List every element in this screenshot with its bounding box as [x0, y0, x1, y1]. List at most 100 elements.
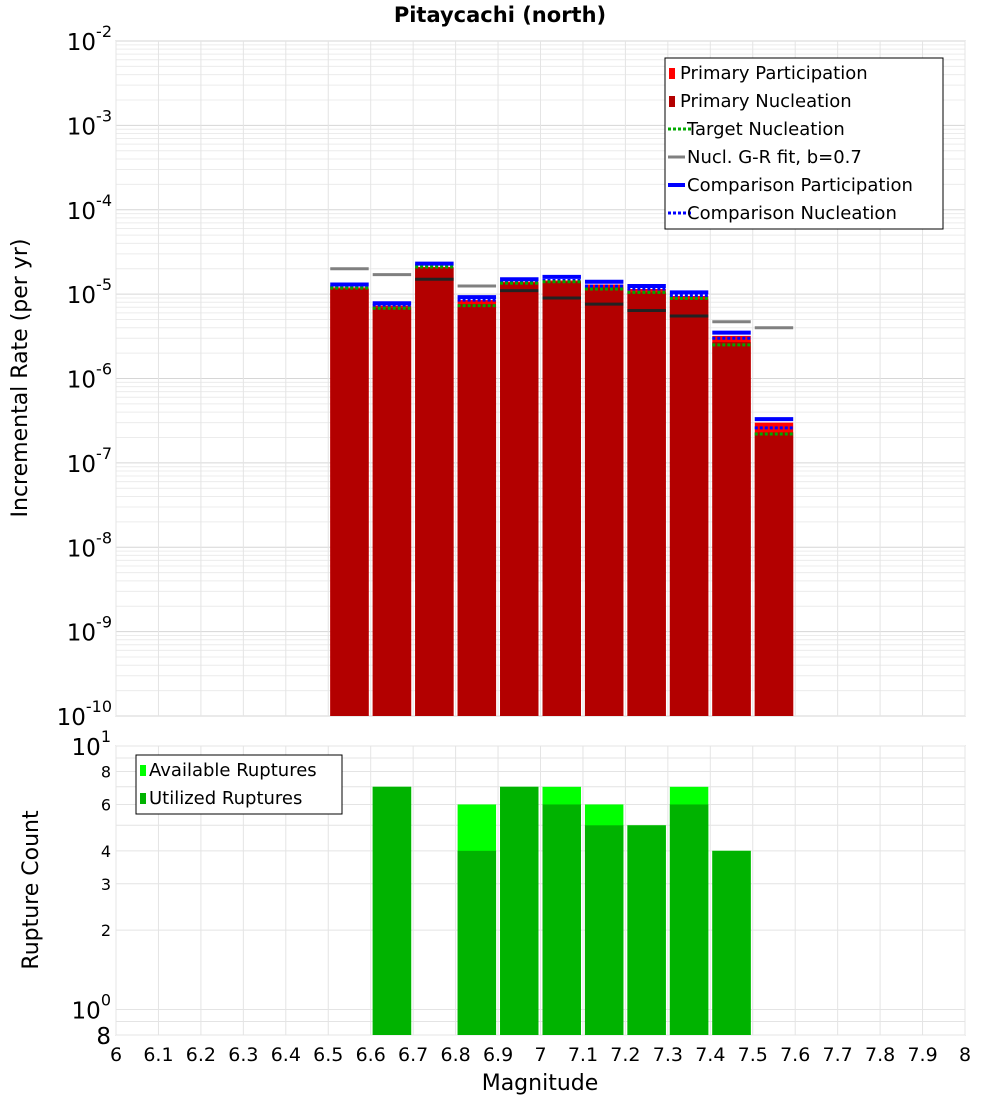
x-tick-label: 6.2 — [186, 1044, 216, 1066]
tick-exponent: -7 — [96, 444, 112, 463]
x-tick-label: 7.6 — [780, 1044, 810, 1066]
x-tick-label: 8 — [959, 1044, 971, 1066]
legend-label-comparison-participation: Comparison Participation — [687, 175, 913, 196]
bottom-y-tick-label: 100 — [72, 990, 111, 1024]
tick-exponent: -5 — [96, 275, 112, 294]
legend-label-comparison-nucleation: Comparison Nucleation — [687, 203, 897, 224]
top-y-tick-label: 10-7 — [67, 444, 112, 478]
primary-nucleation-bar — [457, 304, 497, 716]
tick-exponent: 0 — [101, 990, 111, 1009]
legend-swatch-primary-nucleation — [669, 96, 675, 107]
bottom-legend: Available Ruptures Utilized Ruptures — [135, 754, 343, 815]
top-y-tick-label: 10-2 — [67, 22, 112, 56]
bottom-y-tick-label: 3 — [101, 875, 111, 894]
tick-base: 10 — [67, 114, 96, 140]
tick-base: 4 — [101, 842, 111, 861]
x-tick-label: 7.2 — [610, 1044, 640, 1066]
x-tick-label: 6.3 — [228, 1044, 258, 1066]
legend-label-utilized-ruptures: Utilized Ruptures — [149, 788, 302, 809]
utilized-ruptures-bar — [500, 786, 539, 1035]
utilized-ruptures-bar — [542, 804, 581, 1035]
bottom-y-tick-label: 6 — [101, 795, 111, 814]
x-tick-label: 7.7 — [823, 1044, 853, 1066]
legend-label-primary-nucleation: Primary Nucleation — [680, 91, 852, 112]
bottom-y-axis-label: Rupture Count — [19, 810, 44, 970]
tick-base: 2 — [101, 921, 111, 940]
tick-exponent: -10 — [86, 697, 112, 716]
x-tick-label: 7.3 — [653, 1044, 683, 1066]
primary-nucleation-bar — [754, 432, 794, 716]
utilized-ruptures-bar — [372, 786, 412, 1035]
legend-label-primary-participation: Primary Participation — [680, 63, 868, 84]
tick-base: 10 — [67, 283, 96, 309]
x-tick-label: 7.9 — [907, 1044, 937, 1066]
top-y-tick-label: 10-9 — [67, 613, 112, 647]
bottom-y-tick-label: 101 — [72, 727, 111, 761]
tick-exponent: -2 — [96, 22, 112, 41]
bottom-bars — [372, 786, 751, 1035]
tick-base: 10 — [67, 30, 96, 56]
utilized-ruptures-bar — [712, 850, 751, 1035]
x-tick-label: 6 — [110, 1044, 122, 1066]
primary-nucleation-bar — [712, 342, 751, 716]
tick-base: 10 — [72, 735, 101, 761]
tick-base: 10 — [67, 368, 96, 394]
chart-title: Pitaycachi (north) — [394, 3, 606, 27]
top-legend-box — [664, 57, 944, 230]
bottom-y-tick-label: 8 — [96, 1024, 111, 1050]
primary-nucleation-bar — [542, 281, 581, 716]
top-y-axis-label: Incremental Rate (per yr) — [8, 239, 33, 518]
x-tick-label: 6.4 — [271, 1044, 301, 1066]
legend-swatch-available-ruptures — [140, 765, 146, 776]
x-tick-label: 7 — [534, 1044, 546, 1066]
tick-exponent: -3 — [96, 106, 112, 125]
x-tick-labels: 6 6.1 6.2 6.3 6.4 6.5 6.6 6.7 6.8 6.9 7 7.1 7.2 7.3 7.… — [110, 1044, 971, 1066]
top-bars — [330, 261, 794, 716]
bottom-y-tick-label: 2 — [101, 921, 111, 940]
tick-base: 8 — [96, 1024, 111, 1050]
top-y-tick-label: 10-5 — [67, 275, 112, 309]
top-y-tick-label: 10-4 — [67, 191, 112, 225]
tick-base: 10 — [72, 998, 101, 1024]
legend-label-nucl-g-r-fit-b-0-7: Nucl. G-R fit, b=0.7 — [687, 147, 862, 168]
tick-exponent: -4 — [96, 191, 112, 210]
bottom-grid — [115, 745, 966, 1036]
utilized-ruptures-bar — [669, 804, 709, 1035]
x-tick-label: 7.1 — [568, 1044, 598, 1066]
primary-nucleation-bar — [500, 283, 539, 716]
tick-exponent: 1 — [101, 727, 111, 746]
tick-base: 8 — [101, 763, 111, 782]
legend-label-target-nucleation: Target Nucleation — [686, 119, 845, 140]
primary-nucleation-bar — [584, 287, 624, 716]
tick-exponent: -8 — [96, 528, 112, 547]
bottom-y-tick-label: 8 — [101, 763, 111, 782]
x-tick-label: 6.8 — [440, 1044, 470, 1066]
tick-exponent: -6 — [96, 360, 112, 379]
primary-nucleation-bar — [415, 267, 454, 716]
tick-base: 10 — [67, 621, 96, 647]
tick-base: 10 — [57, 705, 86, 731]
x-tick-label: 6.5 — [313, 1044, 343, 1066]
x-tick-label: 6.7 — [398, 1044, 428, 1066]
legend-label-available-ruptures: Available Ruptures — [149, 760, 317, 781]
primary-nucleation-bar — [627, 292, 666, 716]
legend-swatch-utilized-ruptures — [140, 793, 146, 804]
utilized-ruptures-bar — [457, 850, 497, 1035]
tick-exponent: -9 — [96, 613, 112, 632]
tick-base: 6 — [101, 795, 111, 814]
top-y-tick-label: 10-6 — [67, 360, 112, 394]
utilized-ruptures-bar — [584, 825, 624, 1035]
primary-nucleation-bar — [372, 307, 412, 716]
x-tick-label: 6.1 — [143, 1044, 173, 1066]
x-axis-label: Magnitude — [482, 1071, 599, 1096]
bottom-legend-box — [135, 754, 343, 815]
primary-nucleation-bar — [330, 289, 369, 716]
utilized-ruptures-bar — [627, 825, 666, 1035]
